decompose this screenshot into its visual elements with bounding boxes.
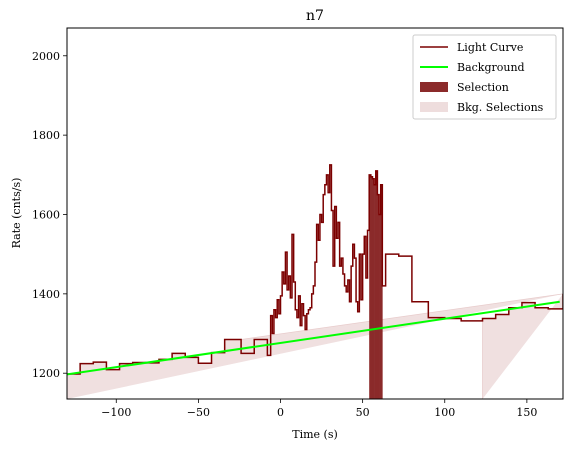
- selection-bin: [374, 184, 377, 399]
- x-tick-label: −100: [101, 406, 131, 419]
- selection-bin: [377, 194, 380, 399]
- legend-swatch: [420, 82, 448, 92]
- legend-label: Bkg. Selections: [457, 101, 544, 114]
- background-fit-line: [67, 300, 560, 376]
- x-tick-label: 150: [516, 406, 537, 419]
- selection-bin: [380, 184, 383, 399]
- y-axis-label: Rate (cnts/s): [10, 178, 23, 249]
- light-curve-line: [67, 164, 563, 375]
- selection-bin: [379, 214, 381, 399]
- selection-layer: [369, 170, 383, 399]
- light-curve-layer: [67, 164, 563, 375]
- x-tick-label: −50: [187, 406, 210, 419]
- y-tick-label: 1400: [32, 288, 60, 301]
- selection-bin: [372, 178, 375, 399]
- y-tick-label: 2000: [32, 50, 60, 63]
- y-tick-label: 1800: [32, 129, 60, 142]
- x-tick-label: 50: [356, 406, 370, 419]
- x-axis: −100 −50 0 50 100 150: [101, 399, 537, 419]
- plot-area: [67, 164, 563, 399]
- selection-bin: [370, 176, 373, 399]
- bkg-selections-layer: [67, 293, 563, 399]
- legend-box: [412, 34, 557, 120]
- y-tick-label: 1600: [32, 208, 60, 221]
- selection-bin: [375, 170, 378, 399]
- legend: Light Curve Background Selection Bkg. Selec…: [412, 34, 557, 120]
- x-tick-label: 100: [434, 406, 455, 419]
- legend-label: Light Curve: [457, 41, 523, 54]
- y-axis: 1200 1400 1600 1800 2000: [32, 50, 67, 380]
- plot-frame: [66, 27, 564, 400]
- x-axis-label: Time (s): [292, 428, 338, 441]
- x-tick-label: 0: [277, 406, 284, 419]
- background-layer: [67, 300, 560, 376]
- legend-label: Selection: [457, 81, 509, 94]
- legend-label: Background: [457, 61, 525, 74]
- chart-title: n7: [306, 8, 324, 24]
- selection-bin: [369, 174, 372, 399]
- legend-swatch: [420, 102, 448, 112]
- y-tick-label: 1200: [32, 367, 60, 380]
